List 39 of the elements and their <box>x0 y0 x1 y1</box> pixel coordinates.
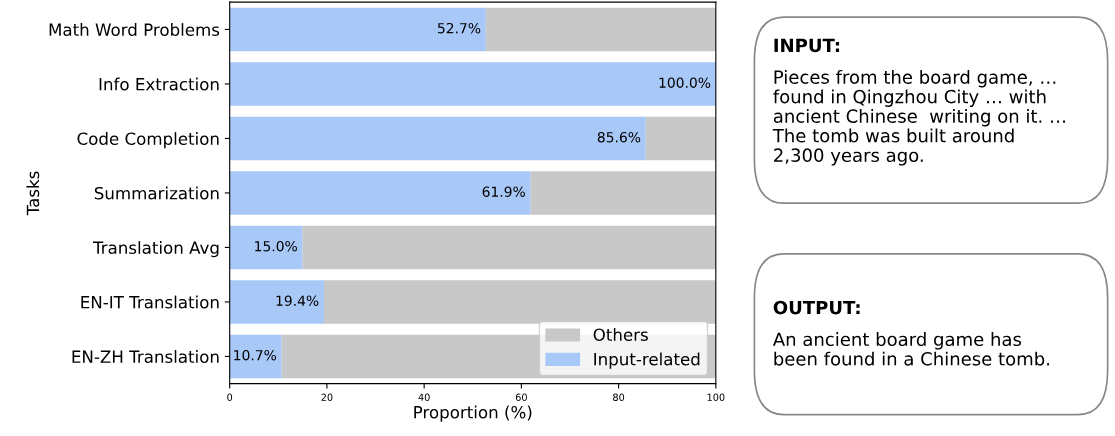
y-tick-label: Info Extraction <box>99 77 219 91</box>
y-axis-title: Tasks <box>26 171 40 216</box>
data-label: 85.6% <box>597 131 641 143</box>
text: Pieces from the board game, … found in Qingzhou City … with ancient Chinese writing on it. … The tomb was built around 2,300 years ago. <box>772 69 1065 166</box>
x-tick-label: 20 <box>321 393 333 401</box>
bar <box>229 62 716 106</box>
y-tick-label: Code Completion <box>77 132 219 149</box>
text: OUTPUT: <box>773 300 860 315</box>
y-tick-label: EN-IT Translation <box>81 295 219 309</box>
bar <box>229 7 486 52</box>
bar <box>302 225 716 270</box>
data-label: 19.4% <box>276 295 319 306</box>
bar <box>229 171 531 215</box>
text: An ancient board game has been found in a Chinese tomb. <box>772 332 1049 366</box>
bar <box>229 280 324 324</box>
bar <box>229 116 646 161</box>
bar <box>530 171 716 215</box>
x-tick-label: 40 <box>418 393 430 401</box>
y-tick-label: Math Word Problems <box>49 23 220 36</box>
x-tick-label: 60 <box>515 393 527 401</box>
y-tick-label: Translation Avg <box>92 241 219 258</box>
data-label: 10.7% <box>234 349 277 361</box>
data-label: 61.9% <box>482 186 525 197</box>
y-tick-label: Summarization <box>94 186 219 200</box>
x-tick-label: 0 <box>227 393 233 401</box>
bar <box>645 116 716 161</box>
bar <box>229 334 282 379</box>
x-tick-label: 80 <box>613 393 625 401</box>
x-tick-label: 100 <box>707 393 725 401</box>
text: INPUT: <box>774 38 840 53</box>
x-axis-title: Proportion (%) <box>414 405 532 422</box>
data-label: 100.0% <box>659 77 711 88</box>
legend-label: Input-related <box>594 352 700 369</box>
data-label: 52.7% <box>437 22 481 34</box>
legend-label: Others <box>593 328 648 341</box>
data-label: 15.0% <box>255 240 297 252</box>
y-tick-label: EN-ZH Translation <box>72 350 219 363</box>
bar <box>485 7 716 52</box>
bar <box>229 225 303 270</box>
